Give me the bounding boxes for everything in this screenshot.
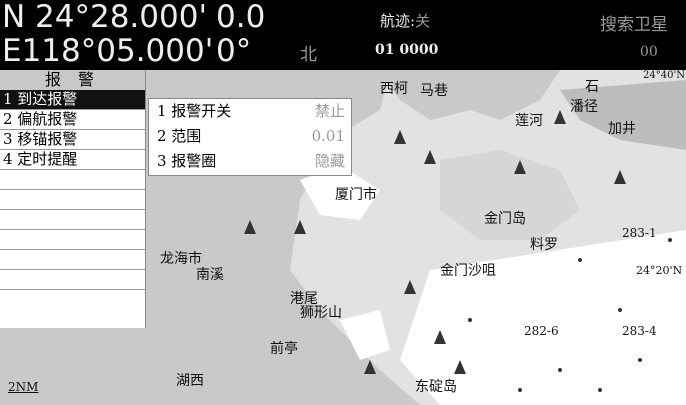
track-label: 航迹:关 [380,10,430,31]
menu-empty-row [0,270,145,290]
map-label: 湖西 [176,373,204,389]
submenu-row[interactable]: 2 范围 0.01 [149,124,351,149]
map-label: 283-4 [622,324,657,338]
submenu: 1 报警开关 禁止 2 范围 0.01 3 报警圈 隐藏 [148,98,352,176]
menu-empty-row [0,230,145,250]
map-label: 283-1 [622,226,657,240]
menu-item[interactable]: 4 定时提醒 [0,150,145,170]
course: 0° [216,33,252,69]
map-label: 西柯 [380,81,408,97]
map-label: 24°20'N [636,264,683,277]
map-label: 莲河 [515,113,543,129]
symbols [244,110,672,392]
map-label: 石 [585,79,599,95]
map-label: 狮形山 [300,305,342,321]
longitude: E118°05.000' [2,33,214,69]
speed: 0.0 [216,0,266,35]
menu-empty-row [0,170,145,190]
menu-empty-row [0,210,145,230]
north-land [380,70,560,120]
scale-label: 2NM [8,380,39,394]
bay [340,310,390,360]
map-label: 282-6 [524,324,559,338]
submenu-row[interactable]: 1 报警开关 禁止 [149,99,351,124]
map-label: 厦门市 [335,187,377,203]
menu-title: 报 警 [0,70,145,90]
submenu-row[interactable]: 3 报警圈 隐藏 [149,149,351,174]
map-label: 加井 [608,121,636,137]
option-label: 2 范围 [157,127,202,145]
heading-mode: 北 [300,45,317,65]
menu-item[interactable]: 1 到达报警 [0,90,145,110]
track-number: 01 0000 [375,42,439,58]
satellites: 00 [640,44,658,60]
gps-status: 搜索卫星 [600,15,668,35]
map-label: 港尾 [290,291,318,307]
shoal [560,80,686,150]
map-label: 金门沙咀 [440,263,496,279]
option-value: 隐藏 [314,152,345,170]
track-label-text: 航迹: [380,12,416,30]
track-state: 关 [415,12,431,30]
map-label: 南溪 [196,267,224,283]
menu-empty-row [0,250,145,270]
kinmen [440,150,580,240]
option-value: 0.01 [311,127,345,145]
menu-empty-row [0,290,145,309]
menu-item[interactable]: 2 偏航报警 [0,110,145,130]
menu-empty-row [0,190,145,210]
map-label: 马巷 [420,83,448,99]
alarm-menu: 报 警 1 到达报警 2 偏航报警 3 移锚报警 4 定时提醒 [0,70,146,328]
map-label: 龙海市 [160,251,202,267]
latitude: N 24°28.000' [2,0,207,35]
deep-sea [400,230,686,405]
map-label: 料罗 [530,237,558,253]
map-label: 潘径 [570,99,598,115]
map-label: 东碇岛 [415,379,457,395]
option-label: 3 报警圈 [157,152,217,170]
map-label: 24°40'N [643,70,685,81]
status-bar: N 24°28.000' E118°05.000' 0.0 0° 北 航迹:关 … [0,0,686,70]
option-label: 1 报警开关 [157,102,232,120]
option-value: 禁止 [314,102,345,120]
harbor [300,165,380,220]
map-label: 前亭 [270,341,298,357]
menu-item[interactable]: 3 移锚报警 [0,130,145,150]
map-label: 金门岛 [484,211,526,227]
